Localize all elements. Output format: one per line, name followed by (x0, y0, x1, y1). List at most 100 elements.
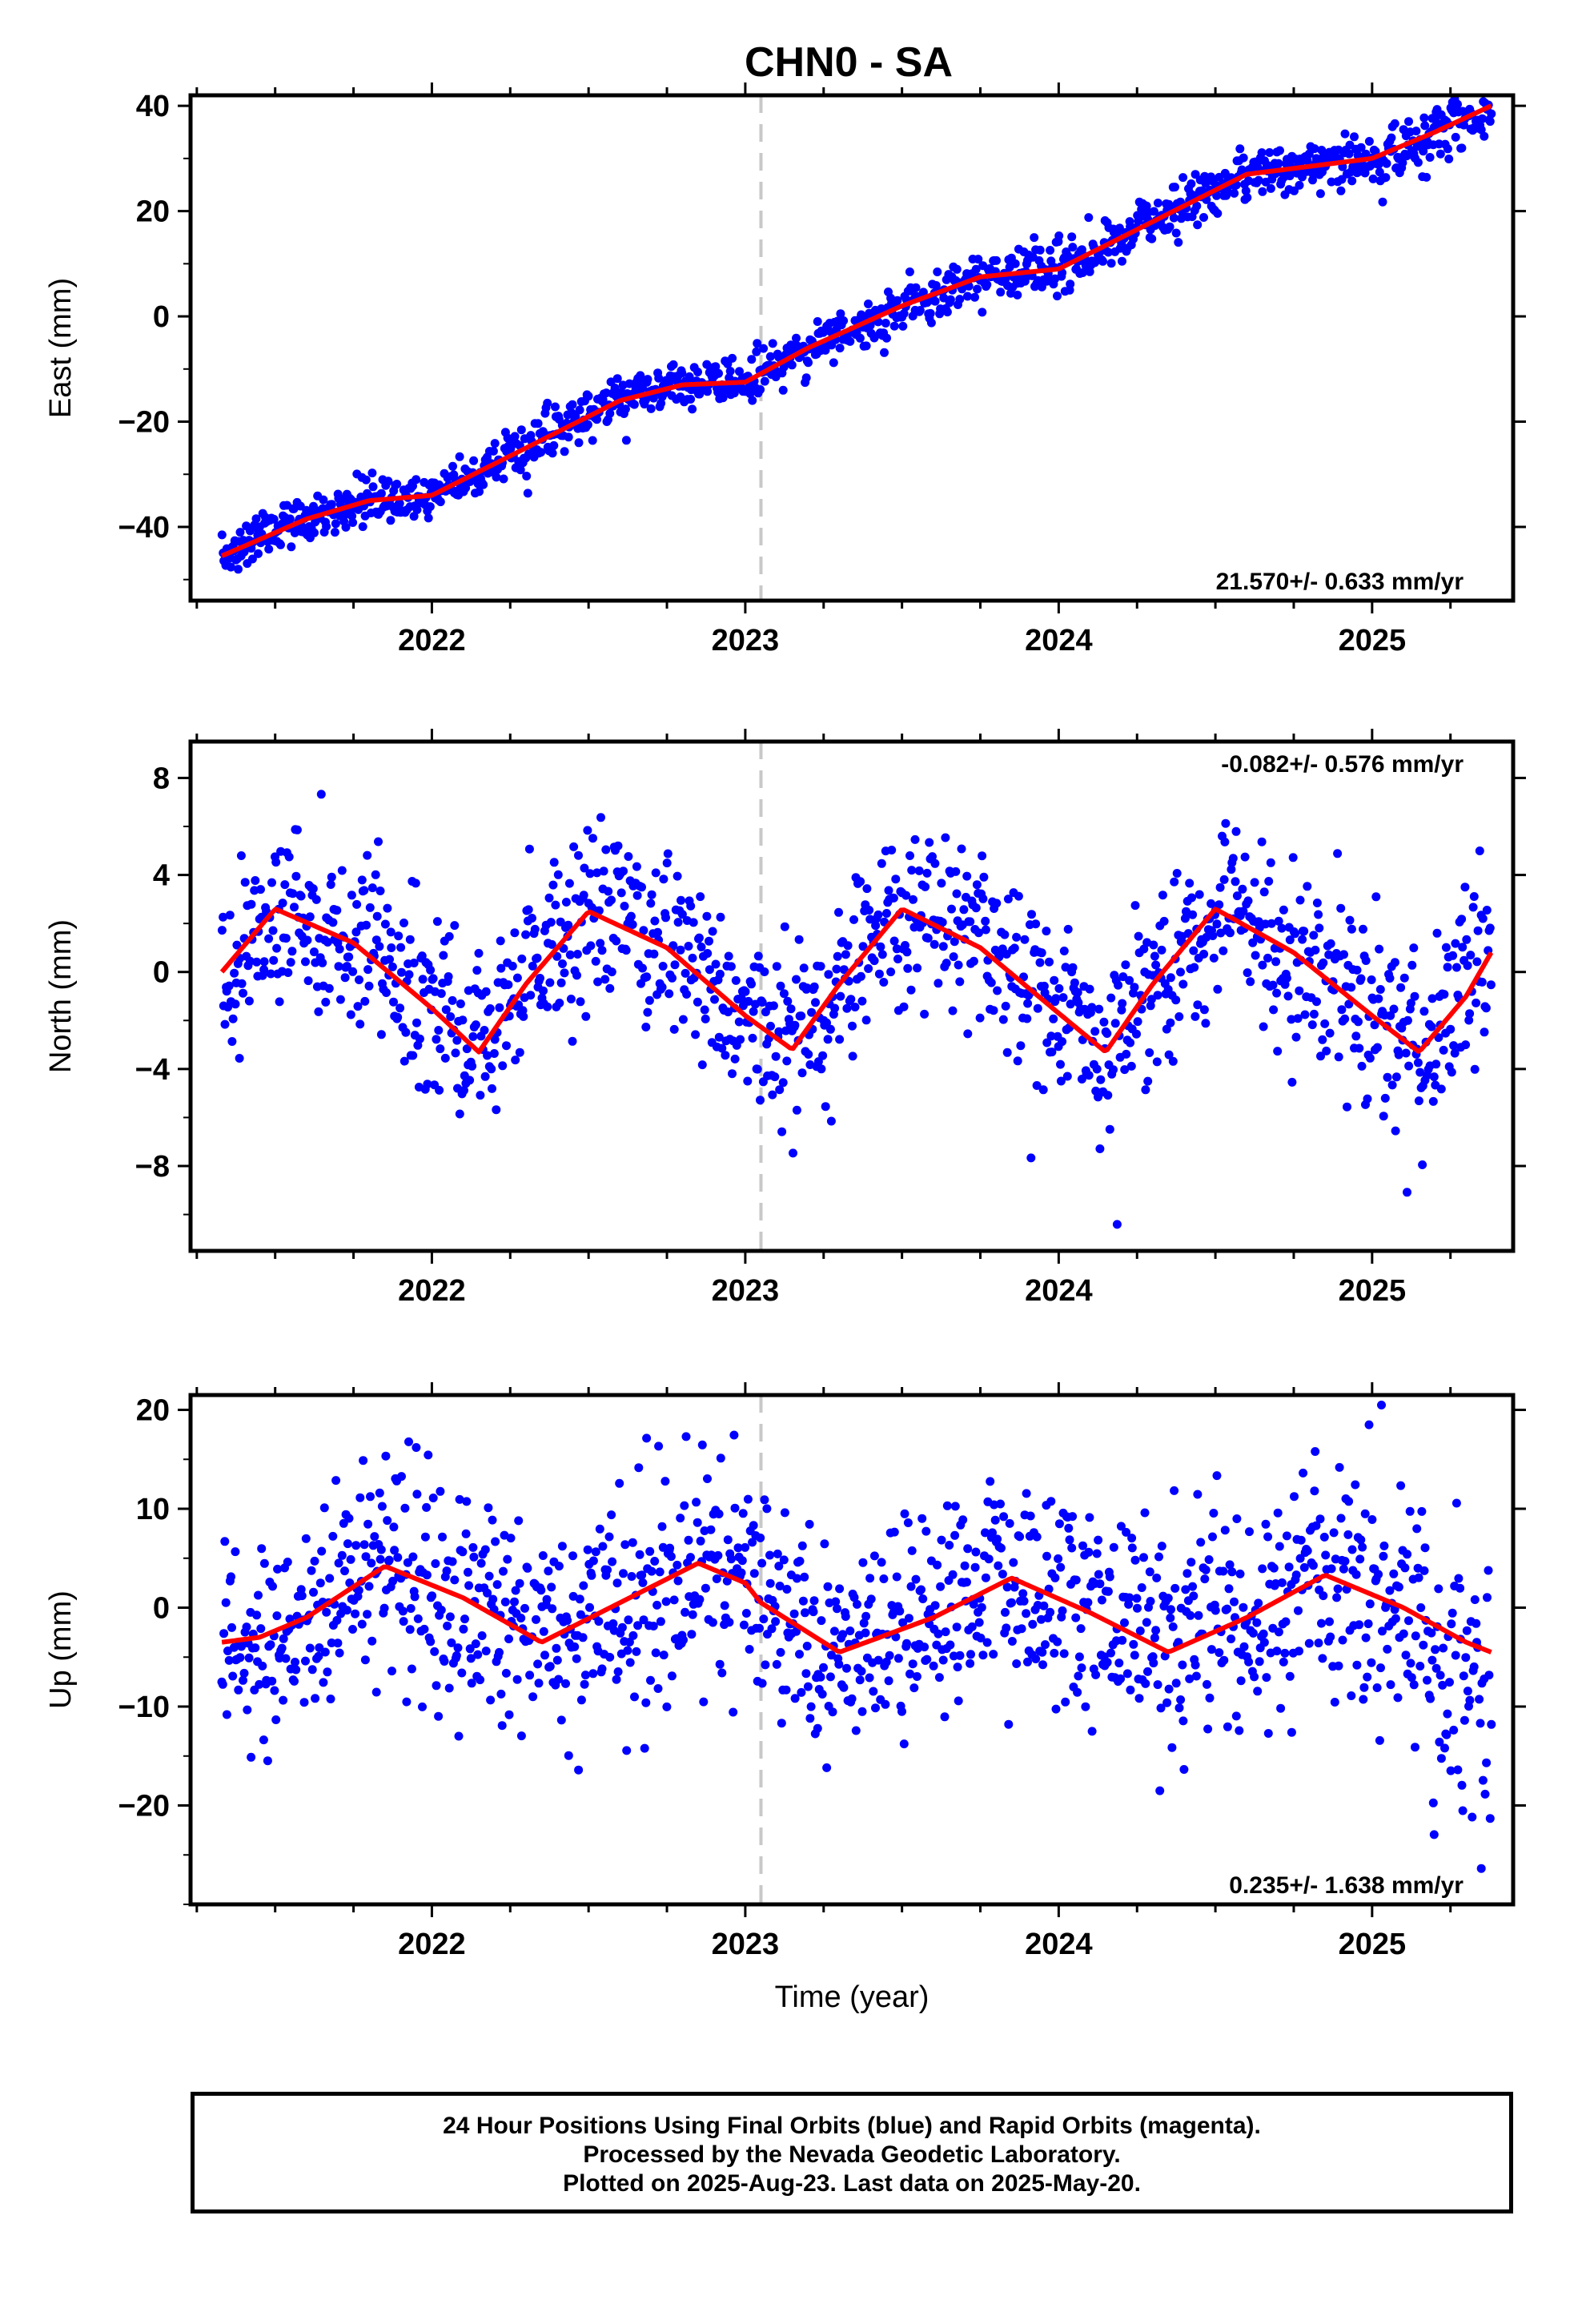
data-point (696, 892, 705, 902)
data-point (486, 1695, 496, 1705)
data-point (1347, 1691, 1356, 1700)
data-point (1363, 1619, 1373, 1629)
data-point (816, 962, 825, 971)
data-point (642, 972, 652, 982)
data-point (1372, 1683, 1382, 1692)
data-point (1004, 1719, 1014, 1729)
data-point (1152, 1573, 1162, 1582)
data-point (778, 385, 788, 395)
data-point (506, 444, 516, 453)
data-point (1129, 1639, 1138, 1649)
data-point (569, 842, 579, 851)
data-point (439, 951, 448, 960)
data-point (1462, 1626, 1472, 1635)
data-point (938, 918, 947, 927)
data-point (1152, 1057, 1162, 1067)
data-point (468, 1542, 478, 1552)
data-point (547, 939, 556, 949)
data-point (400, 1056, 409, 1066)
data-point (343, 1606, 351, 1615)
data-point (877, 858, 886, 868)
data-point (866, 1594, 876, 1604)
data-point (1401, 1651, 1411, 1660)
data-point (1172, 869, 1182, 878)
data-point (332, 906, 342, 915)
data-point (237, 979, 247, 988)
data-point (561, 898, 571, 907)
data-point (1020, 935, 1030, 944)
data-point (726, 962, 736, 971)
data-point (869, 1551, 879, 1561)
data-point (490, 439, 500, 448)
data-point (510, 432, 520, 441)
data-point (533, 1659, 543, 1669)
data-point (428, 1494, 438, 1502)
data-point (272, 1611, 282, 1621)
data-point (346, 1554, 355, 1564)
data-point (460, 1614, 469, 1624)
data-point (1355, 1043, 1364, 1053)
data-point (1259, 887, 1269, 897)
data-point (528, 914, 536, 923)
data-point (1436, 1754, 1446, 1763)
data-point (587, 1570, 596, 1580)
data-point (608, 1557, 617, 1566)
data-point (637, 1570, 647, 1580)
data-point (506, 1534, 516, 1543)
data-point (1187, 893, 1196, 903)
data-point (1462, 935, 1472, 944)
data-point (766, 1021, 775, 1031)
data-point (1380, 1093, 1390, 1103)
data-point (1046, 1497, 1056, 1506)
data-point (1472, 1618, 1481, 1628)
data-point (516, 1731, 526, 1741)
data-point (1199, 1005, 1209, 1015)
data-point (1130, 1651, 1139, 1660)
data-point (906, 1582, 916, 1591)
data-point (252, 1610, 262, 1620)
data-point (865, 1673, 874, 1683)
data-point (1133, 1603, 1142, 1613)
data-point (380, 919, 390, 929)
data-point (834, 907, 843, 917)
data-point (998, 1570, 1007, 1579)
data-point (887, 846, 897, 854)
data-point (337, 1550, 347, 1560)
data-point (375, 1488, 384, 1498)
data-point (383, 476, 393, 486)
data-point (1182, 1569, 1192, 1578)
footer-box: 24 Hour Positions Using Final Orbits (bl… (191, 2092, 1513, 2213)
data-point (576, 1695, 586, 1705)
data-point (951, 866, 961, 876)
data-point (1095, 1579, 1105, 1589)
data-point (1484, 1566, 1493, 1575)
data-point (1480, 1027, 1489, 1037)
data-point (817, 1616, 826, 1626)
data-point (1481, 1003, 1491, 1013)
data-point (1059, 1649, 1069, 1659)
data-point (849, 915, 858, 924)
data-point (352, 899, 362, 909)
data-point (227, 1572, 235, 1582)
data-point (1063, 924, 1073, 934)
data-point (857, 1667, 866, 1676)
data-point (1319, 1532, 1329, 1542)
y-tick-label: 20 (136, 1394, 170, 1428)
data-point (1026, 1511, 1035, 1521)
data-point (1203, 1724, 1213, 1734)
data-point (1096, 1075, 1106, 1084)
data-point (1431, 1645, 1440, 1655)
data-point (607, 967, 616, 977)
data-point (1014, 891, 1023, 901)
data-point (1117, 1005, 1126, 1015)
data-point (1157, 945, 1166, 955)
data-point (548, 880, 558, 890)
data-point (1061, 963, 1070, 972)
data-point (432, 1681, 441, 1691)
velocity-annotation: 0.235+/- 1.638 mm/yr (1229, 1872, 1464, 1899)
data-point (596, 939, 605, 948)
data-point (862, 884, 872, 894)
data-point (1193, 220, 1203, 230)
data-point (1272, 1647, 1282, 1656)
data-point (1404, 117, 1413, 127)
